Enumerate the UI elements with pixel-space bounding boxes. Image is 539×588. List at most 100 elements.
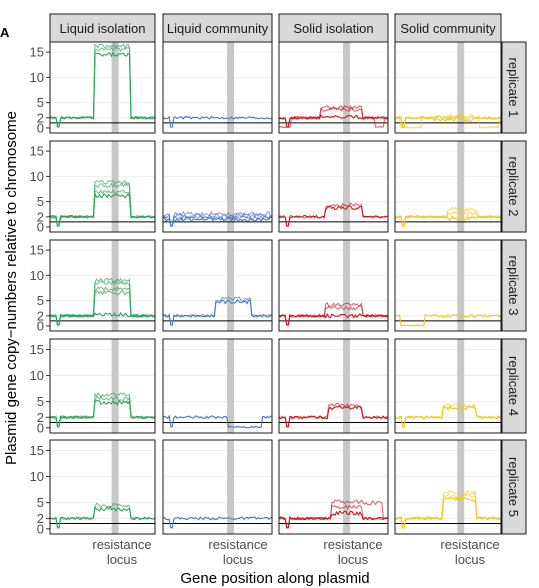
panel-frame xyxy=(278,41,389,134)
panel-3-3 xyxy=(278,239,389,332)
series-line xyxy=(49,286,156,326)
y-tick-label: 15 xyxy=(30,243,44,258)
y-tick-label: 2 xyxy=(37,410,44,425)
y-tick-label: 10 xyxy=(30,268,44,283)
resistance-locus-band xyxy=(343,440,351,534)
column-label-liquid-community: Liquid community xyxy=(167,21,269,36)
y-tick-label: 2 xyxy=(37,511,44,526)
series-line xyxy=(394,313,502,327)
resistance-locus-band xyxy=(457,42,465,133)
series-line xyxy=(162,298,273,326)
panel-frame xyxy=(394,439,502,535)
resistance-locus-band xyxy=(457,141,465,232)
panel-2-3 xyxy=(278,140,389,233)
y-tick-label: 0 xyxy=(37,521,44,536)
series-line xyxy=(162,210,273,227)
resistance-locus-band xyxy=(343,141,351,232)
y-tick-label: 15 xyxy=(30,144,44,159)
column-strip-liquid-isolation: Liquid isolation xyxy=(49,13,156,43)
chart-panels xyxy=(49,41,502,535)
panel-frame xyxy=(278,140,389,233)
resistance-locus-band xyxy=(227,141,235,232)
series-line xyxy=(162,516,273,529)
y-tick-label: 5 xyxy=(37,194,44,209)
y-tick-label: 5 xyxy=(37,95,44,110)
panel-1-1 xyxy=(49,41,156,134)
column-strip-solid-community: Solid community xyxy=(394,13,502,43)
y-tick-label: 5 xyxy=(37,293,44,308)
column-strip-solid-isolation: Solid isolation xyxy=(278,13,389,43)
resistance-locus-band xyxy=(343,240,351,331)
y-tick-label: 0 xyxy=(37,219,44,234)
panel-3-4 xyxy=(394,239,502,332)
series-line xyxy=(49,42,156,128)
y-tick-label: 5 xyxy=(37,394,44,409)
panel-4-3 xyxy=(278,338,389,434)
series-line xyxy=(278,499,389,529)
panel-2-2 xyxy=(162,140,273,233)
resistance-locus-band xyxy=(111,240,119,331)
y-tick-label: 2 xyxy=(37,209,44,224)
panel-frame xyxy=(394,338,502,434)
panel-3-2 xyxy=(162,239,273,332)
panel-frame xyxy=(162,338,273,434)
row-strip-replicate-1: replicate 1 xyxy=(501,41,527,134)
panel-frame xyxy=(278,439,389,535)
row-label-replicate-4: replicate 4 xyxy=(506,356,521,416)
panel-2-1 xyxy=(49,140,156,233)
y-tick-label: 0 xyxy=(37,420,44,435)
x-tick-label-locus-2: locus xyxy=(223,552,254,567)
series-line xyxy=(394,489,502,529)
y-tick-label: 2 xyxy=(37,308,44,323)
row-strip-replicate-5: replicate 5 xyxy=(501,439,527,535)
series-line xyxy=(162,296,273,326)
panel-5-2 xyxy=(162,439,273,535)
row-label-replicate-5: replicate 5 xyxy=(506,457,521,517)
panel-frame xyxy=(162,41,273,134)
panel-frame xyxy=(394,239,502,332)
panel-frame xyxy=(394,41,502,134)
panel-label: A xyxy=(0,25,10,40)
panel-frame xyxy=(162,239,273,332)
series-line xyxy=(49,182,156,227)
series-line xyxy=(49,179,156,227)
row-label-replicate-1: replicate 1 xyxy=(506,58,521,118)
panel-frame xyxy=(394,140,502,233)
series-line xyxy=(50,277,156,326)
x-tick-col-2: resistance locus xyxy=(208,537,267,567)
resistance-locus-band xyxy=(227,42,235,133)
row-strip-replicate-3: replicate 3 xyxy=(501,239,527,332)
column-label-solid-isolation: Solid isolation xyxy=(293,21,373,36)
y-tick-label: 15 xyxy=(30,443,44,458)
resistance-locus-band xyxy=(343,42,351,133)
panel-1-3 xyxy=(278,41,389,134)
series-line xyxy=(278,405,389,428)
resistance-locus-band xyxy=(111,339,119,433)
x-tick-label-locus-4: locus xyxy=(455,552,486,567)
column-label-liquid-isolation: Liquid isolation xyxy=(59,21,145,36)
panel-3-1 xyxy=(49,239,156,332)
row-strip-replicate-2: replicate 2 xyxy=(501,140,527,233)
series-line xyxy=(394,402,502,428)
panel-2-4 xyxy=(394,140,502,233)
series-line xyxy=(162,414,273,429)
panel-frame xyxy=(49,338,156,434)
series-line xyxy=(49,391,156,428)
x-tick-label-resistance-2: resistance xyxy=(208,537,267,552)
series-line xyxy=(49,191,156,227)
x-tick-col-4: resistance locus xyxy=(440,537,499,567)
x-axis-title: Gene position along plasmid xyxy=(180,570,369,587)
y-tick-label: 10 xyxy=(30,169,44,184)
panel-frame xyxy=(162,439,273,535)
x-axis-ticks: resistance locus resistance locus resist… xyxy=(92,537,499,567)
y-tick-label: 15 xyxy=(30,342,44,357)
row-label-replicate-3: replicate 3 xyxy=(506,256,521,316)
series-line xyxy=(49,279,156,326)
x-tick-col-3: resistance locus xyxy=(323,537,382,567)
series-line xyxy=(278,402,389,428)
y-tick-label: 2 xyxy=(37,110,44,125)
y-tick-label: 15 xyxy=(30,45,44,60)
resistance-locus-band xyxy=(457,440,465,534)
